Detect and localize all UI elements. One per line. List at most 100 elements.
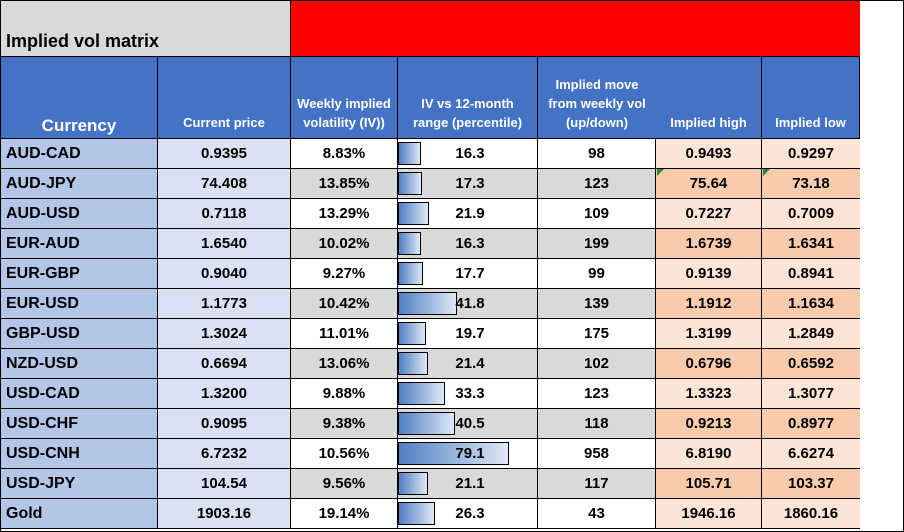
row-current-price: 0.9040 [158,259,291,289]
comment-flag-icon [657,169,664,176]
sheet-title: Implied vol matrix [1,1,291,57]
row-percentile: 17.7 [398,259,538,289]
row-percentile: 33.3 [398,379,538,409]
row-currency: USD-CNH [1,439,158,469]
row-weekly-vol: 9.38% [291,409,398,439]
header-price: Current price [158,57,291,139]
row-implied-move: 118 [538,409,656,439]
percentile-value: 21.4 [455,355,485,372]
row-weekly-vol: 19.14% [291,499,398,529]
header-percentile-line2: range (percentile) [412,115,523,130]
row-implied-high: 1.1912 [656,289,762,319]
row-percentile: 41.8 [398,289,538,319]
row-weekly-vol: 9.88% [291,379,398,409]
row-current-price: 1903.16 [158,499,291,529]
comment-flag-icon [763,169,770,176]
row-currency: USD-CHF [1,409,158,439]
row-implied-low: 1.3077 [762,379,860,409]
row-weekly-vol: 10.42% [291,289,398,319]
percentile-value: 19.7 [455,325,485,342]
title-banner [291,1,860,57]
percentile-bar [398,442,509,465]
row-implied-low: 0.7009 [762,199,860,229]
row-implied-move: 123 [538,169,656,199]
row-implied-low: 0.8977 [762,409,860,439]
row-current-price: 0.9395 [158,139,291,169]
row-implied-move: 98 [538,139,656,169]
row-percentile: 79.1 [398,439,538,469]
row-implied-high: 1946.16 [656,499,762,529]
row-percentile: 16.3 [398,229,538,259]
row-currency: GBP-USD [1,319,158,349]
percentile-bar [398,202,429,225]
row-current-price: 1.3024 [158,319,291,349]
percentile-value: 16.3 [455,235,485,252]
header-low: Implied low [762,57,860,139]
row-implied-low: 1.6341 [762,229,860,259]
percentile-bar [398,412,455,435]
row-implied-low: 0.9297 [762,139,860,169]
row-weekly-vol: 9.56% [291,469,398,499]
header-weekly-vol: Weekly implied volatility (IV)) [291,57,398,139]
percentile-bar [398,472,428,495]
row-current-price: 0.6694 [158,349,291,379]
row-implied-low: 73.18 [762,169,860,199]
percentile-value: 40.5 [455,415,485,432]
row-weekly-vol: 9.27% [291,259,398,289]
percentile-value: 17.7 [455,265,485,282]
row-implied-high: 0.9213 [656,409,762,439]
row-currency: AUD-USD [1,199,158,229]
row-current-price: 74.408 [158,169,291,199]
row-current-price: 104.54 [158,469,291,499]
percentile-bar [398,502,435,525]
row-weekly-vol: 13.85% [291,169,398,199]
percentile-bar [398,262,423,285]
header-weekly-vol-line1: Weekly implied [297,96,391,111]
row-weekly-vol: 11.01% [291,319,398,349]
row-percentile: 26.3 [398,499,538,529]
percentile-value: 17.3 [455,175,485,192]
row-implied-low: 1.2849 [762,319,860,349]
percentile-bar [398,232,421,255]
percentile-value: 33.3 [455,385,485,402]
row-currency: EUR-USD [1,289,158,319]
row-percentile: 21.4 [398,349,538,379]
row-implied-move: 123 [538,379,656,409]
row-percentile: 16.3 [398,139,538,169]
row-implied-high: 105.71 [656,469,762,499]
row-current-price: 0.9095 [158,409,291,439]
header-percentile-line1: IV vs 12-month [421,96,514,111]
row-currency: EUR-AUD [1,229,158,259]
row-implied-low: 0.8941 [762,259,860,289]
header-currency: Currency [1,57,158,139]
row-implied-move: 117 [538,469,656,499]
percentile-bar [398,142,421,165]
row-current-price: 1.3200 [158,379,291,409]
row-implied-move: 199 [538,229,656,259]
row-implied-move: 139 [538,289,656,319]
percentile-bar [398,172,423,195]
header-percentile: IV vs 12-month range (percentile) [398,57,538,139]
row-currency: AUD-CAD [1,139,158,169]
row-implied-high: 0.7227 [656,199,762,229]
row-weekly-vol: 10.56% [291,439,398,469]
row-current-price: 1.6540 [158,229,291,259]
row-implied-low: 103.37 [762,469,860,499]
row-weekly-vol: 13.06% [291,349,398,379]
percentile-value: 21.1 [455,475,485,492]
row-implied-high: 1.6739 [656,229,762,259]
row-current-price: 1.1773 [158,289,291,319]
row-implied-move: 99 [538,259,656,289]
row-percentile: 21.9 [398,199,538,229]
header-move-line2: from weekly vol [548,96,646,111]
percentile-value: 41.8 [455,295,485,312]
percentile-bar [398,382,445,405]
percentile-value: 16.3 [455,145,485,162]
header-move: Implied move from weekly vol (up/down) [538,57,656,139]
row-percentile: 19.7 [398,319,538,349]
row-percentile: 17.3 [398,169,538,199]
header-weekly-vol-line2: volatility (IV)) [303,115,385,130]
header-move-line1: Implied move [555,77,639,92]
percentile-value: 79.1 [455,445,485,462]
